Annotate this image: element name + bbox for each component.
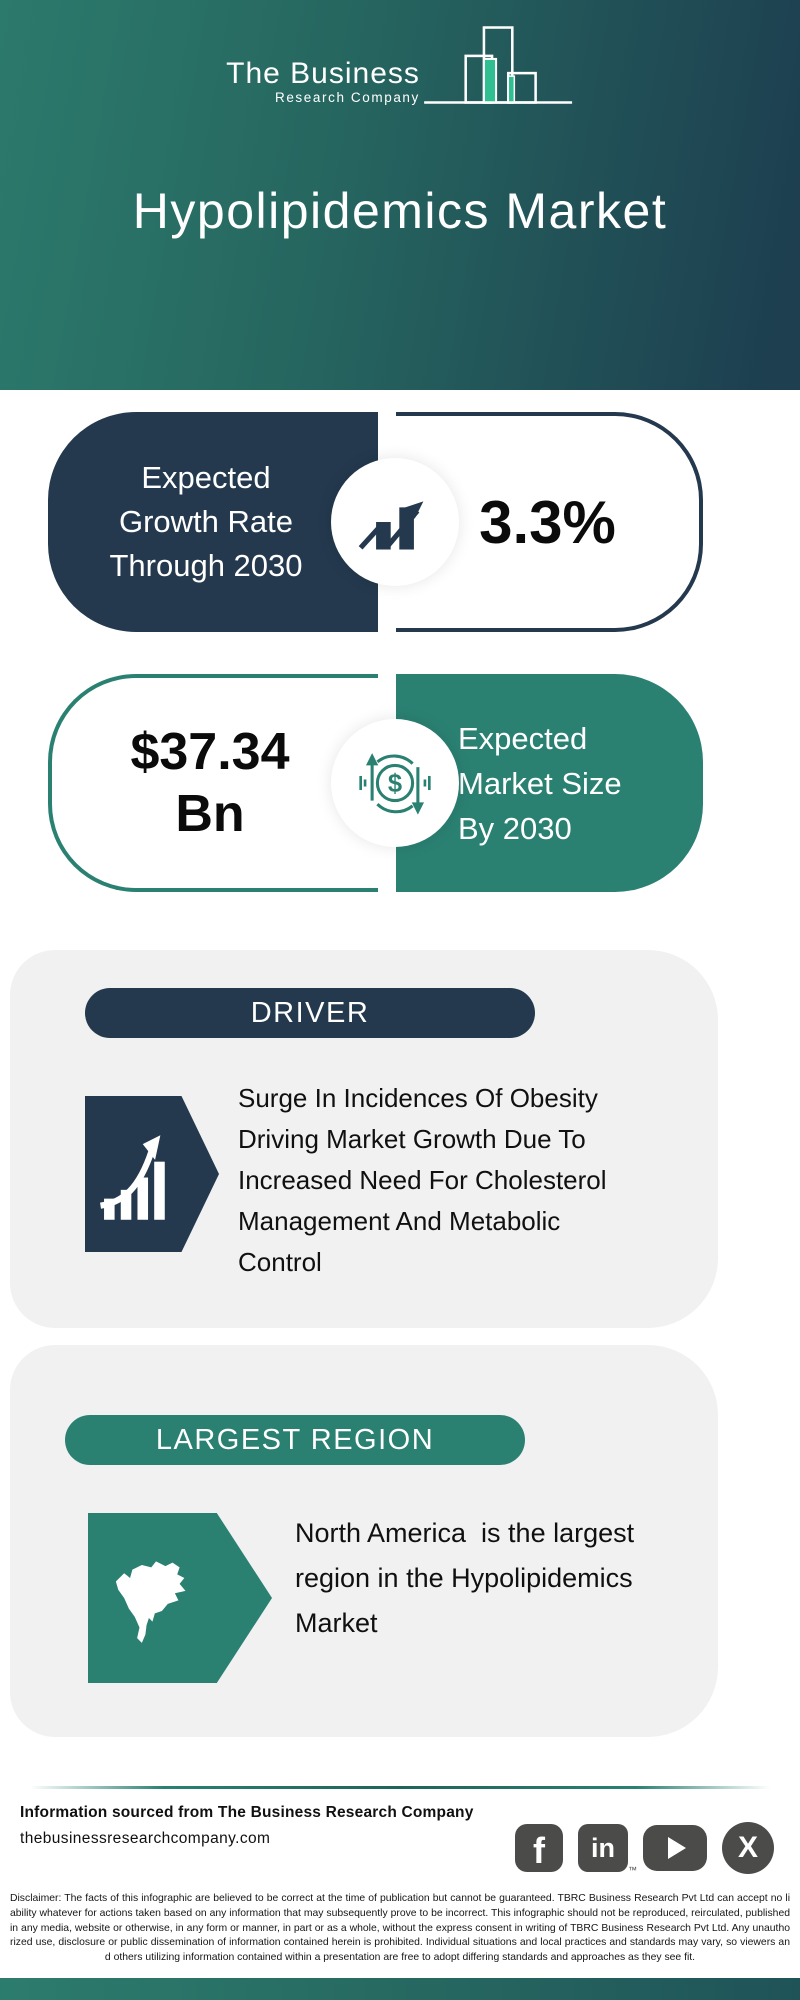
- youtube-play-glyph: [668, 1837, 686, 1859]
- market-size-card: $37.34 Bn Expected Market Size By 2030 $: [48, 674, 703, 892]
- source-text: Information sourced from The Business Re…: [20, 1804, 474, 1821]
- x-glyph: X: [737, 1831, 758, 1864]
- social-links: f in ™ X: [515, 1822, 774, 1875]
- market-size-unit: Bn: [175, 785, 245, 843]
- driver-heading-pill: DRIVER: [85, 988, 535, 1038]
- x-icon[interactable]: X: [722, 1822, 774, 1874]
- linkedin-tm: ™: [628, 1865, 637, 1875]
- disclaimer-text: Disclaimer: The facts of this infographi…: [10, 1893, 790, 1964]
- driver-heading: DRIVER: [250, 996, 370, 1029]
- header: The Business Research Company Hypolipide…: [0, 0, 800, 390]
- driver-section: DRIVER Surge In Incidences Of Obesity Dr…: [10, 950, 718, 1328]
- market-label-line: Market Size: [458, 765, 622, 801]
- company-logo-text: The Business Research Company: [226, 58, 420, 111]
- market-label-line: By 2030: [458, 810, 572, 846]
- dollar-glyph: $: [388, 770, 402, 798]
- facebook-icon[interactable]: f: [515, 1824, 563, 1872]
- market-label-line: Expected: [458, 720, 588, 756]
- linkedin-icon[interactable]: in ™: [578, 1824, 637, 1875]
- growth-label-line: Through 2030: [109, 548, 303, 583]
- region-heading: LARGEST REGION: [155, 1423, 435, 1456]
- bottom-accent-bar: [0, 1978, 800, 2000]
- growth-rate-card: Expected Growth Rate Through 2030 3.3%: [48, 412, 703, 632]
- driver-text: Surge In Incidences Of Obesity Driving M…: [238, 1083, 607, 1277]
- rising-bar-chart-icon: [85, 1096, 219, 1252]
- money-exchange-icon: $: [331, 719, 459, 847]
- footer-divider: [30, 1786, 770, 1789]
- logo-subname: Research Company: [274, 90, 420, 105]
- growth-label-line: Growth Rate: [118, 504, 293, 539]
- market-size-value-panel: $37.34 Bn: [48, 674, 378, 892]
- market-size-value: $37.34: [130, 723, 290, 781]
- website-text: thebusinessresearchcompany.com: [20, 1830, 271, 1847]
- region-text: North America is the largest region in t…: [295, 1518, 642, 1638]
- growth-trend-icon: [331, 458, 459, 586]
- logo-bar-chart-icon: [422, 22, 574, 111]
- region-heading-pill: LARGEST REGION: [65, 1415, 525, 1465]
- facebook-glyph: f: [533, 1830, 545, 1871]
- company-logo: The Business Research Company: [226, 22, 574, 111]
- largest-region-section: LARGEST REGION North America is the larg…: [10, 1345, 718, 1737]
- page-title: Hypolipidemics Market: [132, 183, 668, 239]
- growth-label-line: Expected: [141, 460, 271, 495]
- youtube-icon[interactable]: [643, 1825, 707, 1871]
- linkedin-glyph: in: [591, 1832, 615, 1863]
- logo-name: The Business: [226, 57, 420, 90]
- north-america-map-icon: [88, 1513, 272, 1683]
- growth-rate-value: 3.3%: [479, 488, 616, 556]
- growth-rate-label: Expected Growth Rate Through 2030: [48, 412, 378, 632]
